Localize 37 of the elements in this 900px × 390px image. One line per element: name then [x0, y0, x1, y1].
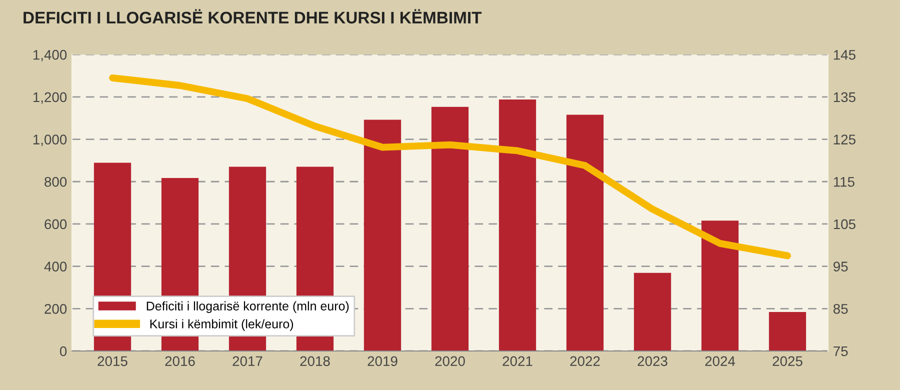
bar — [634, 272, 672, 351]
bar — [566, 114, 604, 351]
y2-tick-label: 115 — [834, 177, 854, 187]
x-tick-label: 2020 — [435, 356, 465, 366]
bar — [498, 99, 536, 351]
x-tick-label: 2023 — [638, 356, 668, 366]
y-tick-label: 1,400 — [33, 50, 67, 62]
y2-tick-label: 75 — [834, 346, 848, 356]
x-tick-label: 2025 — [772, 356, 802, 366]
y-tick-label: 1,200 — [33, 92, 67, 104]
y-tick-label: 800 — [44, 176, 67, 187]
bar — [768, 312, 806, 351]
y-tick-label: 400 — [44, 262, 67, 272]
legend-label: Deficiti i llogarisë korrente (mln euro) — [146, 301, 349, 313]
bar — [431, 106, 469, 351]
x-tick-label: 2017 — [232, 356, 262, 366]
y2-tick-label: 145 — [834, 50, 856, 60]
y-tick-label: 600 — [44, 219, 67, 230]
bar — [364, 120, 402, 351]
y-tick-label: 1,000 — [33, 134, 67, 146]
y-tick-label: 0 — [60, 346, 67, 356]
x-tick-label: 2021 — [502, 356, 532, 366]
bar — [701, 220, 739, 351]
y2-tick-label: 95 — [834, 262, 848, 272]
x-tick-label: 2016 — [165, 356, 195, 366]
y-tick-label: 200 — [44, 304, 67, 314]
y2-tick-label: 85 — [833, 304, 848, 314]
x-tick-label: 2019 — [368, 356, 398, 366]
x-tick-label: 2024 — [705, 356, 736, 366]
x-tick-label: 2022 — [570, 356, 600, 366]
x-tick-label: 2015 — [98, 356, 128, 366]
y2-tick-label: 105 — [834, 219, 856, 230]
chart-title: DEFICITI I LLOGARISË KORENTE DHE KURSI I KËMBIMIT — [24, 9, 482, 24]
x-tick-label: 2018 — [300, 356, 330, 366]
y2-tick-label: 125 — [834, 134, 856, 144]
y2-tick-label: 135 — [834, 92, 856, 102]
legend-label: Kursi i këmbimit (lek/euro) — [150, 319, 294, 331]
